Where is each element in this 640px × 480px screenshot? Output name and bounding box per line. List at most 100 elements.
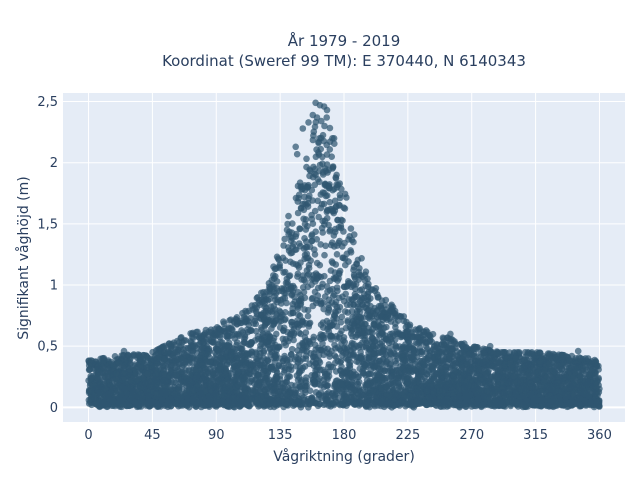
scatter-point <box>348 339 356 347</box>
scatter-point <box>343 250 351 258</box>
scatter-point <box>293 320 301 328</box>
scatter-point <box>381 301 389 309</box>
scatter-point <box>321 122 328 130</box>
scatter-point <box>329 165 336 172</box>
scatter-point <box>319 229 327 236</box>
scatter-point <box>305 261 313 269</box>
scatter-point <box>319 153 326 161</box>
scatter-point <box>397 345 405 353</box>
scatter-point <box>297 357 304 365</box>
scatter-point <box>309 173 317 181</box>
scatter-point <box>319 340 326 347</box>
scatter-point <box>308 232 315 240</box>
scatter-point <box>409 328 416 336</box>
scatter-point <box>261 292 268 300</box>
scatter-point <box>332 225 339 233</box>
scatter-point <box>279 254 287 262</box>
scatter-point <box>334 216 342 224</box>
scatter-point <box>294 198 302 205</box>
scatter-point <box>304 312 312 320</box>
scatter-point <box>362 268 370 276</box>
scatter-point <box>342 354 350 362</box>
scatter-point <box>315 357 323 365</box>
scatter-point <box>259 330 267 337</box>
scatter-point <box>414 333 421 340</box>
scatter-point <box>416 348 424 355</box>
scatter-point <box>296 225 303 232</box>
scatter-point <box>426 332 434 339</box>
scatter-point <box>324 288 331 296</box>
scatter-point <box>342 261 349 269</box>
scatter-point <box>271 296 279 304</box>
scatter-points <box>85 99 603 411</box>
scatter-point <box>319 280 326 288</box>
scatter-point <box>343 301 351 309</box>
scatter-point <box>178 363 186 371</box>
scatter-point <box>321 251 328 259</box>
scatter-point <box>306 192 313 199</box>
scatter-point <box>312 228 320 235</box>
scatter-point <box>280 269 287 276</box>
scatter-point <box>328 258 336 265</box>
scatter-point <box>326 124 334 132</box>
scatter-point <box>255 296 263 304</box>
scatter-point <box>300 215 307 223</box>
scatter-point <box>287 233 295 241</box>
scatter-point <box>397 313 405 320</box>
scatter-point <box>309 294 316 302</box>
scatter-point <box>281 339 288 347</box>
scatter-point <box>372 285 380 292</box>
scatter-point <box>332 174 340 181</box>
scatter-point <box>288 345 296 353</box>
scatter-point <box>303 155 310 163</box>
scatter-point <box>160 361 167 369</box>
scatter-point <box>302 226 310 233</box>
scatter-point <box>323 114 331 121</box>
scatter-point <box>377 402 385 410</box>
scatter-point <box>378 321 385 328</box>
scatter-point <box>373 370 380 378</box>
scatter-point <box>300 245 308 252</box>
scatter-point <box>304 272 311 279</box>
scatter-point <box>289 243 296 250</box>
scatter-point <box>317 300 325 308</box>
scatter-point <box>281 379 289 387</box>
scatter-point <box>270 302 278 310</box>
scatter-point <box>252 314 260 322</box>
scatter-point <box>376 343 384 351</box>
scatter-point <box>297 403 305 411</box>
scatter-point <box>337 319 345 326</box>
scatter-point <box>301 182 309 189</box>
scatter-point <box>414 362 422 370</box>
scatter-point <box>166 383 174 391</box>
scatter-point <box>330 243 338 250</box>
scatter-point <box>331 352 339 359</box>
scatter-point <box>294 289 302 296</box>
scatter-point <box>338 313 346 321</box>
scatter-point <box>347 330 355 337</box>
scatter-point <box>320 305 328 313</box>
scatter-point <box>294 182 302 190</box>
scatter-point <box>252 327 260 335</box>
scatter-point <box>338 185 345 193</box>
scatter-point <box>283 401 290 409</box>
scatter-point <box>287 351 295 358</box>
scatter-point <box>309 197 317 204</box>
scatter-point <box>326 353 334 360</box>
scatter-point <box>270 334 278 342</box>
scatter-point <box>287 363 295 370</box>
scatter-point <box>326 198 334 206</box>
scatter-point <box>294 209 302 217</box>
scatter-point <box>230 365 237 373</box>
scatter-point <box>325 221 332 229</box>
scatter-point <box>325 296 333 304</box>
scatter-point <box>309 136 317 144</box>
scatter-point <box>330 232 338 239</box>
scatter-point <box>383 323 390 331</box>
scatter-point <box>281 235 289 243</box>
scatter-point <box>317 331 325 338</box>
scatter-point <box>334 287 341 295</box>
scatter-point <box>297 330 305 338</box>
scatter-point <box>369 325 376 333</box>
